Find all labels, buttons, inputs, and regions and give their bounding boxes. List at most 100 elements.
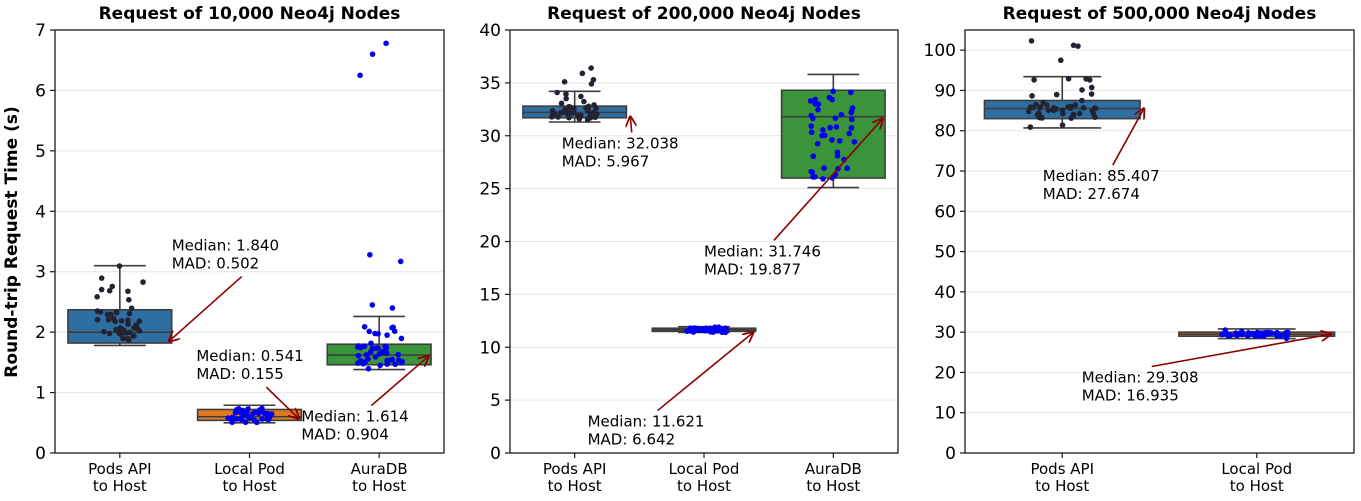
annotation-line: MAD: 16.935	[1082, 387, 1179, 405]
data-point	[1252, 333, 1258, 339]
data-point-outlier	[383, 40, 389, 47]
data-point	[108, 311, 114, 318]
data-point	[812, 96, 819, 103]
data-point	[264, 410, 271, 417]
y-tick-label: 0	[490, 444, 501, 464]
data-point	[252, 409, 259, 416]
data-point	[112, 318, 118, 325]
y-tick-label: 0	[945, 444, 956, 464]
data-point	[848, 125, 855, 131]
data-point-outlier	[579, 70, 586, 77]
data-point	[1025, 108, 1032, 115]
y-tick-label: 3	[35, 263, 46, 283]
data-point	[1088, 91, 1095, 97]
data-point	[836, 138, 843, 144]
box-3	[326, 40, 432, 372]
data-point	[833, 124, 840, 130]
annotation-text: Median: 31.746 MAD: 19.877	[704, 242, 821, 278]
y-tick-label: 80	[934, 122, 956, 142]
data-point	[94, 316, 101, 323]
data-point	[1234, 332, 1241, 339]
data-point	[265, 416, 272, 423]
data-point	[808, 168, 815, 175]
data-point	[355, 343, 362, 349]
data-point	[1222, 327, 1229, 333]
data-point	[1244, 333, 1251, 339]
data-point-outlier	[357, 72, 363, 79]
y-tick-label: 7	[35, 21, 46, 41]
chart-title: Request of 500,000 Neo4j Nodes	[1003, 4, 1317, 24]
y-tick-label: 60	[934, 202, 956, 222]
data-point	[372, 354, 379, 360]
data-point	[1045, 107, 1052, 114]
data-point	[120, 335, 126, 342]
x-tick-label-line: to Host	[352, 477, 406, 495]
data-point	[684, 328, 690, 334]
box-1	[67, 263, 173, 347]
x-tick-label: Pods API to Host	[1030, 460, 1094, 495]
data-point	[98, 286, 105, 293]
data-point	[586, 114, 592, 121]
annotation-line: Median: 85.407	[1043, 167, 1160, 185]
data-point	[384, 332, 390, 338]
data-point	[849, 116, 855, 123]
y-tick-label: 15	[479, 285, 501, 305]
y-tick-label: 50	[934, 243, 956, 263]
data-point	[242, 419, 249, 426]
data-point	[392, 361, 399, 368]
data-point	[1076, 110, 1083, 117]
data-point	[832, 115, 839, 121]
data-point	[126, 310, 133, 317]
data-point	[125, 288, 131, 295]
x-tick-label: Pods API to Host	[543, 460, 607, 495]
data-point-outlier	[1075, 43, 1081, 49]
y-tick-label: 2	[35, 323, 46, 343]
data-point	[717, 327, 723, 333]
data-point	[810, 153, 817, 160]
annotation-1: Median: 1.840 MAD: 0.502	[169, 237, 279, 342]
annotation-line: Median: 11.621	[588, 413, 705, 431]
data-point	[711, 327, 718, 334]
data-point	[365, 365, 372, 372]
x-tick-label: Local Pod to Host	[1221, 460, 1292, 495]
annotation-line: Median: 0.541	[196, 347, 303, 365]
annotation-text: Median: 29.308 MAD: 16.935	[1082, 369, 1199, 405]
data-point	[363, 352, 370, 358]
annotation-2: Median: 11.621 MAD: 6.642	[588, 332, 754, 449]
data-point	[1079, 87, 1085, 93]
data-point	[368, 340, 374, 347]
data-point-outlier	[590, 76, 597, 83]
data-point	[131, 325, 137, 331]
data-point	[814, 140, 821, 147]
data-point	[1050, 107, 1057, 114]
x-tick-label: Pods API to Host	[88, 460, 152, 495]
data-point	[815, 101, 822, 107]
y-tick-label: 6	[35, 81, 46, 101]
data-point	[125, 321, 131, 327]
data-point	[1256, 331, 1263, 338]
data-point	[245, 413, 252, 420]
data-point	[233, 416, 240, 422]
x-tick-label-line: Pods API	[88, 460, 152, 478]
annotation-text: Median: 1.840 MAD: 0.502	[172, 237, 279, 273]
annotation-text: Median: 32.038 MAD: 5.967	[562, 134, 679, 170]
y-tick-label: 20	[934, 363, 956, 383]
data-point	[372, 330, 378, 337]
data-point	[1227, 332, 1234, 339]
data-point	[383, 350, 390, 356]
data-point	[1283, 335, 1290, 342]
data-point	[829, 96, 835, 103]
data-point	[1080, 105, 1087, 111]
data-point	[844, 165, 851, 172]
x-tick-label-line: to Host	[677, 477, 731, 495]
data-point	[700, 326, 706, 333]
x-tick-label-line: to Host	[1230, 477, 1284, 495]
data-point	[362, 359, 368, 365]
data-point	[558, 100, 565, 107]
data-point	[117, 326, 124, 333]
annotation-arrow	[370, 356, 428, 407]
data-point	[126, 296, 132, 303]
data-point	[723, 328, 729, 335]
annotation-line: MAD: 27.674	[1043, 185, 1140, 203]
